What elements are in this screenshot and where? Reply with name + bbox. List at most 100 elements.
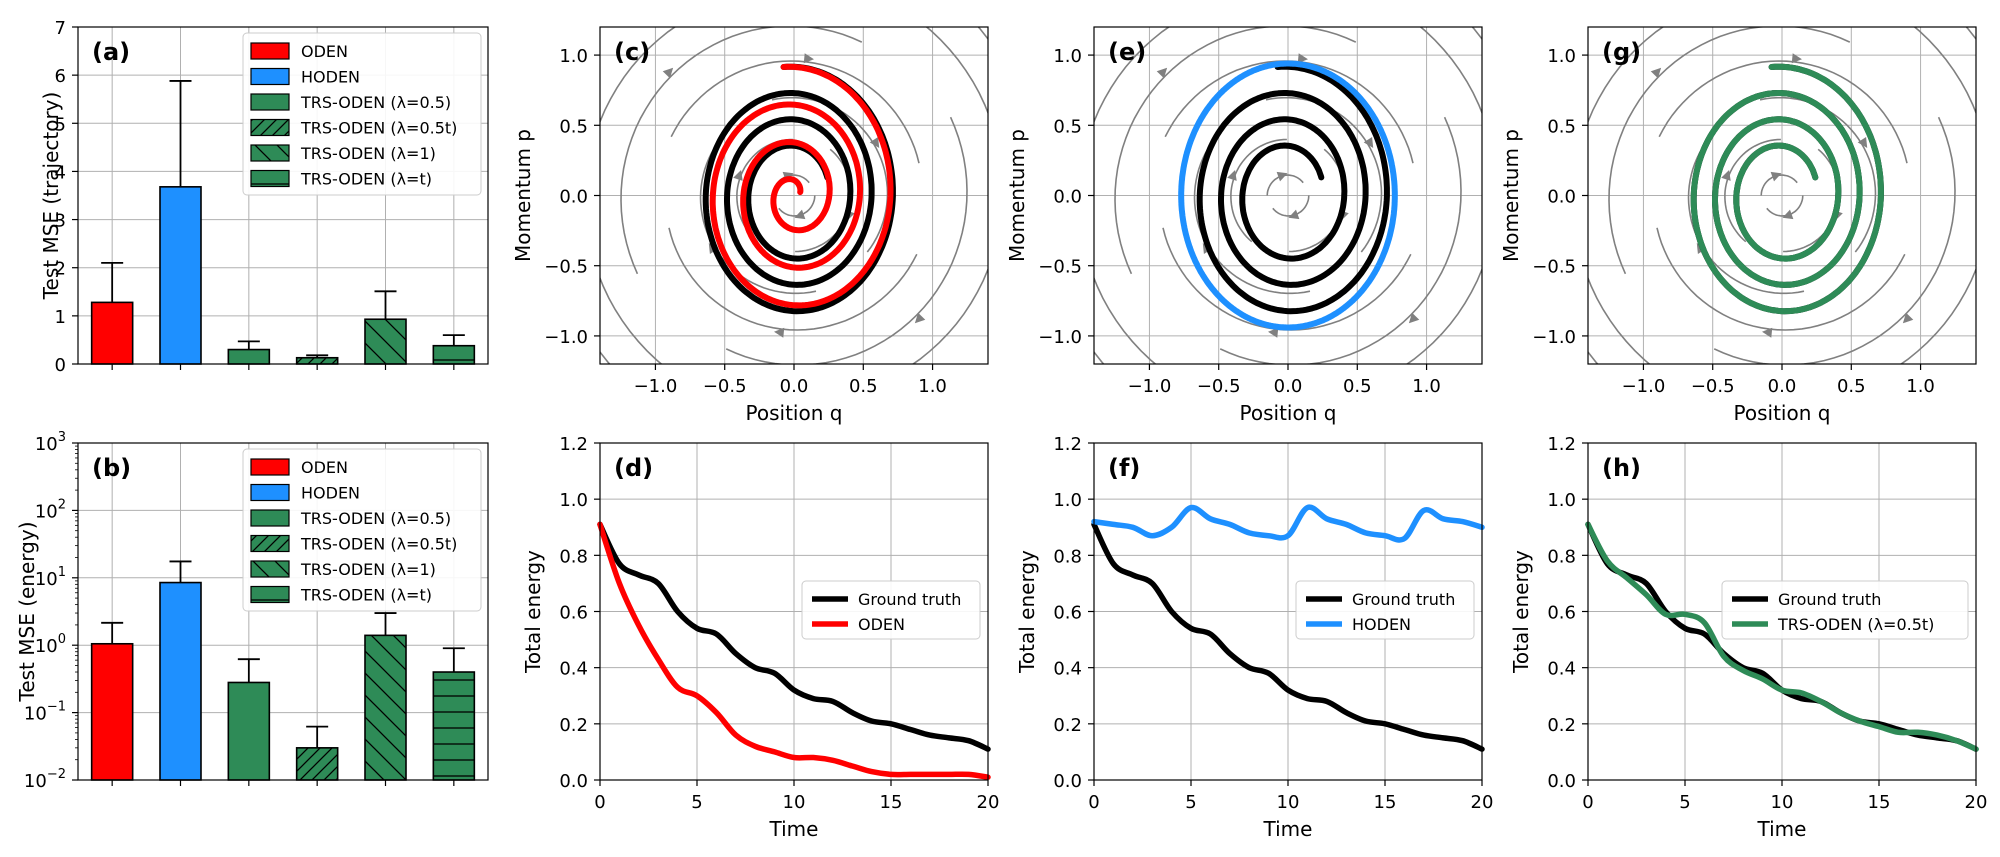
x-tick-label: 10	[783, 792, 806, 813]
y-tick-exponent: 0	[58, 632, 66, 647]
legend-label: ODEN	[301, 458, 348, 477]
x-tick-label: 1.0	[1412, 376, 1441, 397]
legend-swatch-hatch	[251, 119, 289, 136]
trajectories	[702, 63, 896, 315]
y-tick-label: 1.0	[559, 46, 588, 67]
bar-hatch-4	[296, 747, 338, 780]
legend-label: TRS-ODEN (λ=0.5)	[300, 509, 451, 528]
y-tick-label: 1.0	[559, 490, 588, 511]
x-tick-label: −0.5	[1197, 376, 1241, 397]
trajectory-series-2	[1178, 60, 1398, 331]
streamline	[620, 27, 863, 275]
y-tick-label: 0.2	[559, 715, 588, 736]
x-tick-label: 10	[1771, 792, 1794, 813]
y-axis-label: Momentum p	[511, 129, 535, 262]
x-axis-label: Time	[769, 817, 819, 841]
legend-label: ODEN	[301, 42, 348, 61]
panel-label: (c)	[614, 38, 650, 66]
x-tick-label: 0.0	[1768, 376, 1797, 397]
streamline-arrow	[733, 170, 743, 181]
x-tick-label: 10	[1277, 792, 1300, 813]
streamline-arrow	[662, 67, 674, 79]
y-tick-label: 0.4	[1053, 659, 1082, 680]
axes-frame-e	[1093, 26, 1483, 365]
streamline	[600, 27, 677, 364]
panel-label: (b)	[92, 454, 131, 482]
bar-chart-a: 0 1 2 3 4 5 6 7 (a) Test MSE (trajectory) ODEN HODE…	[39, 18, 489, 376]
y-axis-label: Total energy	[1509, 550, 1533, 674]
x-tick-label: 1.0	[1906, 376, 1935, 397]
y-tick-label: 0.4	[559, 659, 588, 680]
x-axis-label: Position q	[1734, 401, 1831, 425]
y-tick-label: 100	[35, 632, 66, 657]
x-tick-label: 0.5	[1343, 376, 1372, 397]
x-axis-label: Time	[1757, 817, 1807, 841]
y-tick-label: 1.2	[559, 434, 588, 455]
y-tick-label: −0.5	[1038, 257, 1082, 278]
phase-chart-e: −1.0 −1.0 −0.5 −0.5 0.0 0.0 0.5 0.5 1.0 1.0 (e) Mom…	[1005, 26, 1483, 425]
streamline-arrow	[1071, 217, 1081, 227]
legend-label: TRS-ODEN (λ=0.5t)	[300, 119, 457, 138]
streamline-arrow	[1288, 209, 1300, 220]
legend-label: Ground truth	[858, 590, 961, 609]
axes-frame-f	[1093, 442, 1483, 781]
streamline	[1266, 174, 1304, 196]
x-tick-label: 0	[594, 792, 605, 813]
bar-hatch-4	[296, 357, 338, 364]
streamline-arrow	[1902, 312, 1914, 324]
y-tick-label: 0.6	[1053, 603, 1082, 624]
x-axis-label: Time	[1263, 817, 1313, 841]
streamlines	[1588, 27, 1976, 364]
x-tick-label: 5	[1679, 792, 1690, 813]
streamline	[1094, 27, 1171, 364]
y-tick-label: −1.0	[1532, 327, 1576, 348]
streamline-arrow	[657, 415, 668, 424]
phase-chart-g: −1.0 −1.0 −0.5 −0.5 0.0 0.0 0.5 0.5 1.0 1.0 (g) Mom…	[1499, 26, 1977, 425]
bar-hatch-6	[433, 672, 475, 780]
y-tick-label: −0.5	[544, 257, 588, 278]
trajectory-series-1	[702, 63, 896, 315]
y-tick-base: 10	[35, 434, 58, 455]
y-tick-label: 0.6	[559, 603, 588, 624]
x-tick-label: 0.5	[1837, 376, 1866, 397]
axes-frame-a	[77, 26, 489, 365]
x-tick-label: 0	[1582, 792, 1593, 813]
streamline-arrow	[1762, 327, 1773, 338]
legend-label: TRS-ODEN (λ=t)	[300, 170, 432, 189]
y-tick-label: 2	[55, 259, 66, 280]
streamline	[1965, 27, 1976, 41]
y-tick-label: 0.5	[1547, 116, 1576, 137]
y-tick-label: 0.0	[559, 771, 588, 792]
streamline-arrow	[1297, 53, 1308, 64]
y-axis-label: Momentum p	[1005, 129, 1029, 262]
x-tick-label: 20	[1965, 792, 1988, 813]
y-tick-label: 0.0	[559, 187, 588, 208]
streamline	[1272, 195, 1310, 217]
legend-label: TRS-ODEN (λ=1)	[300, 144, 436, 163]
y-tick-label: 1.0	[1053, 490, 1082, 511]
y-tick-label: 6	[55, 66, 66, 87]
legend-box	[1721, 580, 1969, 640]
streamline-arrow	[1156, 67, 1168, 79]
trajectory-series-2	[1690, 63, 1884, 315]
y-tick-label: 1.2	[1053, 434, 1082, 455]
legend-label: TRS-ODEN (λ=t)	[300, 586, 432, 605]
bar-3	[227, 348, 271, 365]
streamline	[1608, 27, 1851, 275]
bar-hatch-5	[365, 319, 406, 364]
x-tick-label: −1.0	[1622, 376, 1666, 397]
energy-series-1	[597, 521, 991, 752]
y-tick-label: 101	[35, 565, 66, 590]
legend: Ground truth ODEN	[801, 580, 981, 640]
x-tick-label: −1.0	[1128, 376, 1172, 397]
streamline	[1219, 116, 1462, 364]
y-tick-label: 3	[55, 211, 66, 232]
y-axis-label: Total energy	[521, 550, 545, 674]
x-tick-label: −0.5	[1691, 376, 1735, 397]
streamline	[1405, 27, 1482, 364]
y-tick-label: 0.8	[1547, 546, 1576, 567]
y-tick-exponent: 3	[58, 430, 66, 445]
energy-series-2	[1091, 504, 1485, 543]
streamline-arrow	[1268, 327, 1279, 338]
x-tick-label: 5	[691, 792, 702, 813]
